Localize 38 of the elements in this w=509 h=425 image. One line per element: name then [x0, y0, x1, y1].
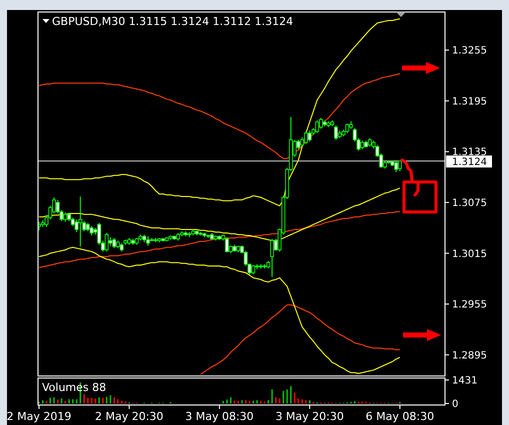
line-series: [38, 246, 400, 374]
x-tick-label: 3 May 20:30: [275, 410, 344, 423]
y-tick-label: 1.3015: [452, 248, 487, 260]
candlestick: [112, 238, 116, 249]
candlestick: [270, 238, 274, 278]
y-tick-label: 0: [452, 399, 458, 410]
x-tick-label: 3 May 08:30: [185, 410, 254, 423]
candlestick: [308, 130, 312, 142]
line-series: [38, 211, 400, 268]
candlestick: [319, 117, 323, 130]
candlestick: [315, 120, 320, 134]
y-tick-label: 1.3135: [452, 147, 487, 158]
candlestick: [78, 196, 82, 247]
ref-line-label: 1.3124: [452, 156, 487, 168]
y-tick-label: 1.3255: [452, 46, 487, 57]
line-series: [38, 73, 400, 159]
candlestick: [146, 236, 150, 246]
line-series: [200, 304, 400, 375]
y-tick-label: 1.3195: [452, 96, 487, 108]
candlestick: [251, 264, 256, 275]
candlestick: [225, 236, 229, 253]
x-tick-label: 6 May 08:30: [366, 410, 434, 423]
candlestick: [90, 226, 94, 236]
y-tick-label: 1.3075: [452, 198, 487, 209]
y-tick-label: 1.2955: [452, 300, 487, 311]
y-tick-label: 1431: [452, 376, 478, 386]
x-tick-label: 2 May 2019: [6, 410, 72, 423]
x-tick-label: 2 May 20:30: [95, 410, 164, 423]
candlestick: [394, 160, 398, 172]
candlestick: [104, 232, 109, 252]
candlestick: [334, 124, 338, 140]
chart-title: GBPUSD,M30 1.3115 1.3124 1.3112 1.3124: [52, 15, 294, 28]
line-series: [38, 18, 400, 206]
candlestick: [398, 160, 402, 172]
y-tick-label: 1.2895: [452, 350, 487, 362]
candlestick: [345, 123, 350, 134]
candlestick: [63, 212, 68, 222]
candlestick: [304, 130, 308, 145]
